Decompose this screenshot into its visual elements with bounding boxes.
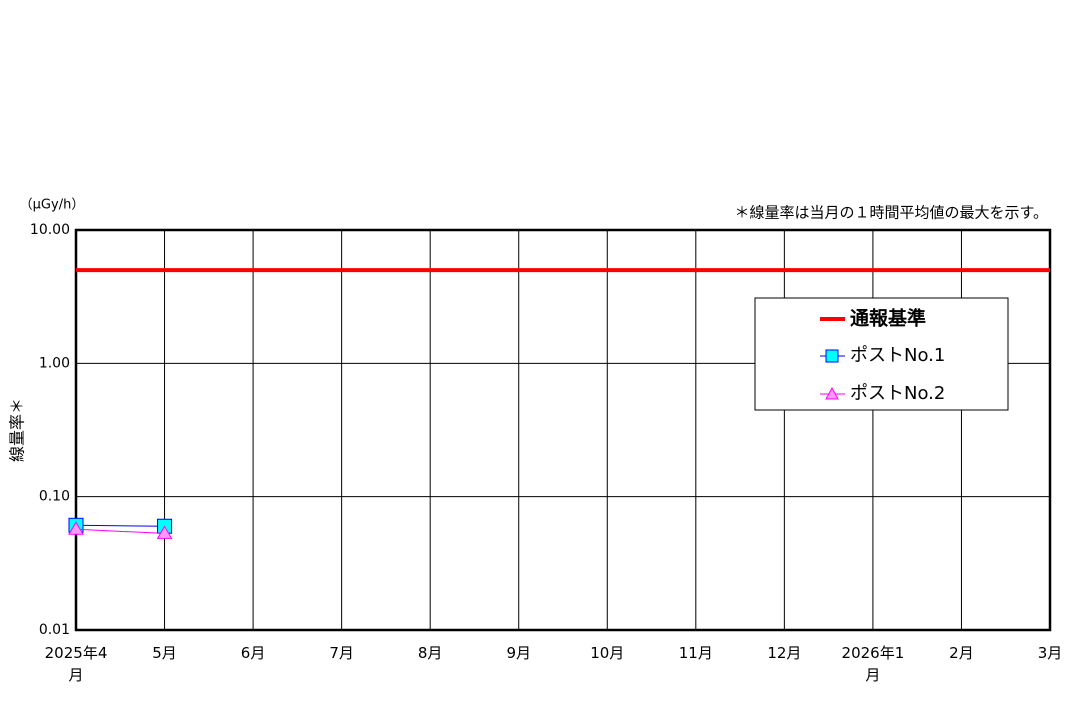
x-tick-label: 7月 — [329, 644, 354, 662]
y-tick-label: 1.00 — [39, 355, 70, 371]
x-tick-label: 2月 — [949, 644, 974, 662]
marker — [156, 525, 173, 539]
y-tick-label: 0.01 — [39, 622, 70, 638]
legend-label: ポストNo.1 — [850, 345, 945, 366]
legend-box — [754, 297, 1009, 411]
x-tick-label: 12月 — [767, 644, 802, 662]
y-unit: （μGy/h） — [20, 198, 85, 213]
legend-marker — [825, 349, 839, 363]
series-line — [75, 528, 165, 534]
legend-marker — [825, 386, 839, 400]
x-tick-label: 3月 — [1037, 644, 1063, 662]
legend-label: 通報基準 — [850, 307, 926, 330]
y-axis-label: 線量率＊ — [8, 398, 27, 462]
x-tick-label: 11月 — [678, 644, 713, 662]
marker — [68, 521, 84, 535]
legend-label: ポストNo.2 — [850, 383, 945, 404]
x-tick-label: 8月 — [417, 644, 443, 662]
x-tick-label: 2025年4月 — [44, 644, 108, 684]
x-tick-label: 10月 — [590, 644, 625, 662]
note: ＊線量率は当月の１時間平均値の最大を示す。 — [734, 204, 1048, 222]
x-tick-label: 6月 — [240, 644, 266, 662]
x-tick-label: 9月 — [506, 644, 531, 662]
x-tick-label: 2026年1月 — [841, 644, 905, 684]
plot-frame — [74, 228, 1052, 632]
y-tick-label: 10.00 — [30, 222, 70, 238]
x-tick-label: 5月 — [152, 644, 177, 662]
y-tick-label: 0.10 — [39, 489, 70, 505]
series-line — [75, 524, 165, 527]
